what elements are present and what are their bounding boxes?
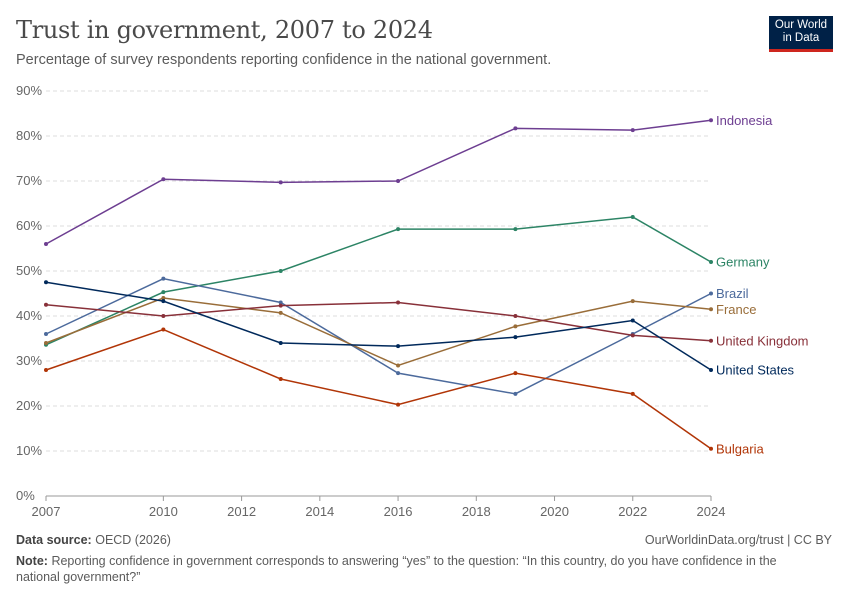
x-tick-label: 2024: [697, 504, 726, 519]
x-tick-label: 2020: [540, 504, 569, 519]
x-tick-label: 2012: [227, 504, 256, 519]
series-line-germany: [45, 216, 712, 346]
data-point: [709, 307, 713, 312]
data-point: [44, 242, 48, 246]
data-point: [709, 118, 713, 123]
data-source: Data source: OECD (2026): [16, 533, 171, 547]
series-label: Brazil: [716, 286, 749, 301]
chart-title: Trust in government, 2007 to 2024: [16, 16, 433, 44]
data-point: [161, 276, 166, 281]
y-tick-label: 0%: [16, 488, 35, 503]
series-label: Germany: [716, 255, 770, 270]
data-point: [396, 402, 401, 407]
data-point: [513, 335, 518, 340]
data-point: [709, 260, 713, 264]
data-point: [396, 227, 401, 232]
x-tick-label: 2014: [305, 504, 334, 519]
data-point: [278, 377, 283, 381]
x-tick-label: 2010: [149, 504, 178, 519]
y-tick-label: 20%: [16, 398, 42, 413]
data-point: [161, 296, 166, 300]
y-tick-label: 10%: [16, 443, 42, 458]
data-point: [44, 332, 48, 336]
data-point: [630, 299, 635, 304]
data-point: [513, 324, 518, 329]
data-point: [513, 391, 518, 396]
data-point: [278, 341, 283, 345]
data-point: [513, 227, 518, 232]
y-tick-label: 30%: [16, 353, 42, 368]
chart-note: Note: Reporting confidence in government…: [16, 553, 816, 585]
note-label: Note:: [16, 554, 48, 568]
data-point: [278, 310, 283, 315]
data-point: [278, 300, 283, 305]
data-point: [630, 318, 635, 323]
data-point: [44, 280, 48, 285]
y-tick-label: 50%: [16, 263, 42, 278]
data-point: [630, 391, 635, 396]
data-point: [161, 299, 166, 304]
series-line-bulgaria: [45, 328, 712, 450]
series-label: Bulgaria: [716, 441, 764, 456]
data-point: [513, 371, 518, 376]
data-point: [278, 269, 283, 273]
data-point: [161, 314, 166, 318]
x-tick-label: 2016: [384, 504, 413, 519]
y-tick-label: 80%: [16, 128, 42, 143]
x-tick-label: 2018: [462, 504, 491, 519]
y-tick-label: 60%: [16, 218, 42, 233]
data-point: [396, 363, 401, 368]
series-label: United Kingdom: [716, 333, 809, 348]
data-point: [709, 446, 713, 451]
data-point: [161, 177, 166, 182]
data-point: [44, 341, 48, 345]
data-point: [44, 302, 48, 307]
data-point: [396, 300, 401, 305]
y-tick-label: 40%: [16, 308, 42, 323]
source-label: Data source:: [16, 533, 92, 547]
source-text[interactable]: OECD (2026): [95, 533, 171, 547]
data-point: [396, 179, 401, 183]
owid-logo[interactable]: Our World in Data: [769, 16, 833, 52]
series-line-indonesia: [45, 119, 712, 245]
note-text: Reporting confidence in government corre…: [16, 554, 777, 584]
chart-subtitle: Percentage of survey respondents reporti…: [16, 52, 552, 68]
data-point: [278, 180, 283, 185]
y-tick-label: 70%: [16, 173, 42, 188]
data-point: [161, 290, 166, 295]
data-point: [396, 344, 401, 349]
data-point: [709, 338, 713, 343]
x-tick-label: 2007: [32, 504, 61, 519]
data-point: [709, 368, 713, 372]
data-point: [513, 314, 518, 318]
data-point: [161, 327, 166, 332]
x-tick-label: 2022: [618, 504, 647, 519]
y-tick-label: 90%: [16, 83, 42, 98]
source-url[interactable]: OurWorldinData.org/trust | CC BY: [644, 533, 832, 547]
data-point: [396, 371, 401, 376]
data-point: [630, 215, 635, 219]
data-point: [709, 291, 713, 296]
data-point: [278, 303, 283, 308]
data-point: [630, 128, 635, 133]
data-point: [630, 333, 635, 338]
data-point: [513, 126, 518, 131]
line-chart: 0% 10% 20% 30% 40% 50% 60% 70% 80% 90% 2007 2010 201…: [16, 83, 809, 519]
series-label: Indonesia: [716, 113, 773, 128]
series-label: France: [716, 302, 756, 317]
data-point: [44, 368, 48, 372]
series-label: United States: [716, 363, 795, 378]
